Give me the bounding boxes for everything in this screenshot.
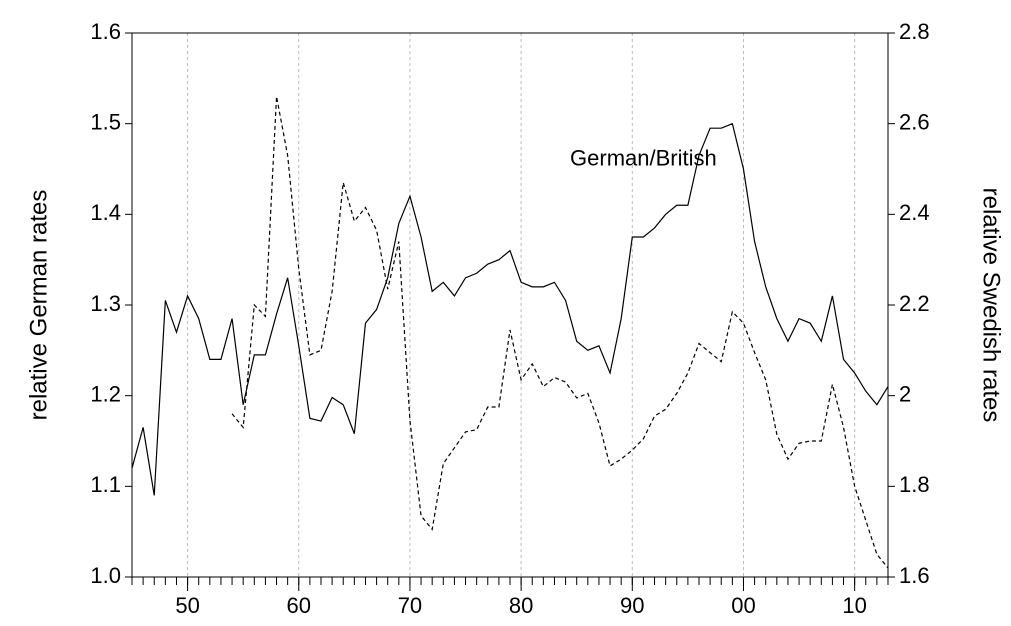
y-axis-title: relative German rates bbox=[25, 190, 52, 421]
y2-tick-label: 2 bbox=[899, 381, 911, 406]
y2-tick-label: 1.8 bbox=[899, 472, 930, 497]
y-tick-label: 1.5 bbox=[90, 109, 121, 134]
series-annotation: German/British bbox=[570, 146, 717, 171]
y-tick-label: 1.1 bbox=[90, 472, 121, 497]
x-tick-label: 60 bbox=[287, 593, 311, 618]
y2-tick-label: 2.4 bbox=[899, 200, 930, 225]
x-tick-label: 50 bbox=[175, 593, 199, 618]
x-tick-label: 90 bbox=[620, 593, 644, 618]
y-tick-label: 1.3 bbox=[90, 291, 121, 316]
plot-frame bbox=[131, 32, 889, 578]
y2-tick-label: 2.6 bbox=[899, 109, 930, 134]
x-tick-label: 80 bbox=[509, 593, 533, 618]
y2-tick-label: 1.6 bbox=[899, 563, 930, 588]
line-series bbox=[131, 122, 889, 496]
y2-tick-label: 2.2 bbox=[899, 291, 930, 316]
x-tick-label: 70 bbox=[398, 593, 422, 618]
y-tick-label: 1.0 bbox=[90, 563, 121, 588]
y-tick-label: 1.2 bbox=[90, 381, 121, 406]
line-series bbox=[231, 96, 889, 569]
y-tick-label: 1.4 bbox=[90, 200, 121, 225]
x-tick-label: 10 bbox=[842, 593, 866, 618]
y2-tick-label: 2.8 bbox=[899, 19, 930, 44]
y-tick-label: 1.6 bbox=[90, 19, 121, 44]
y2-axis-title: relative Swedish rates bbox=[978, 188, 1005, 423]
x-tick-label: 00 bbox=[731, 593, 755, 618]
